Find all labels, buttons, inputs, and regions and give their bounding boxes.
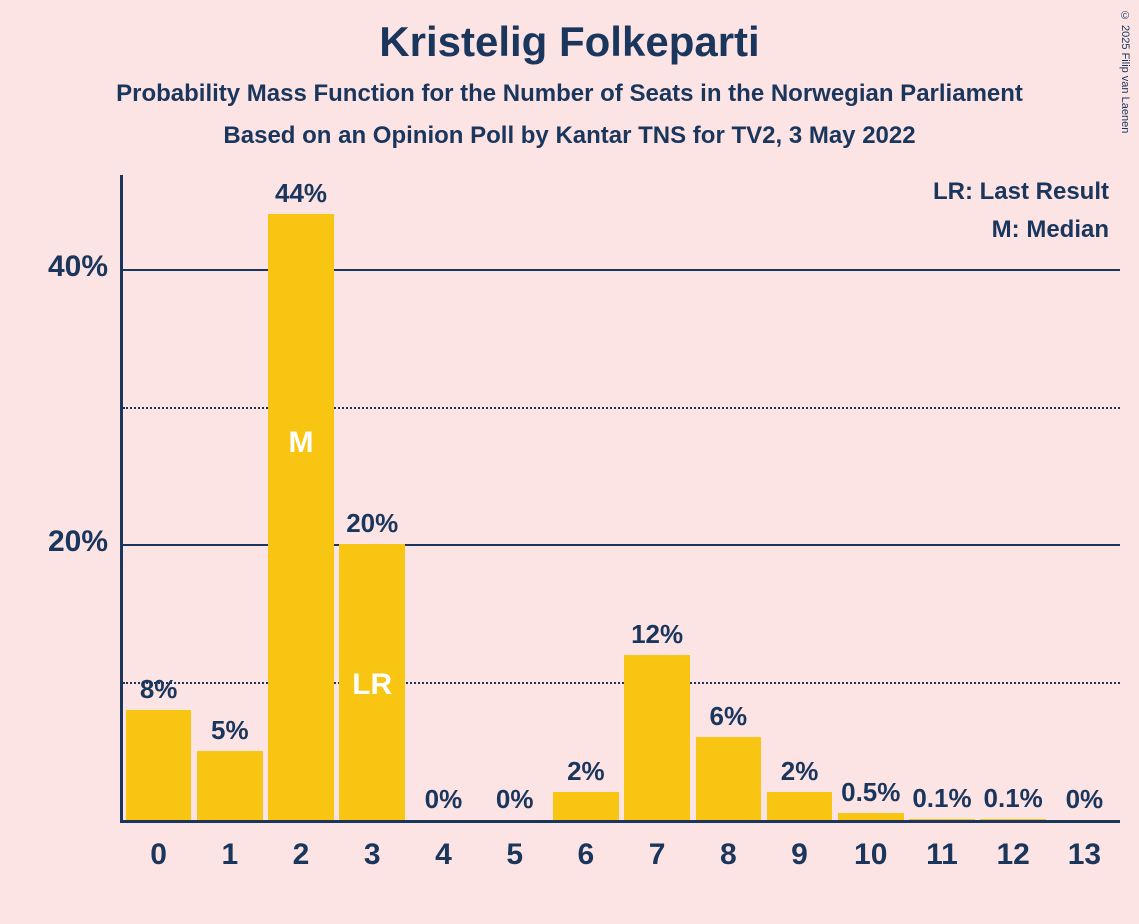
x-tick-label: 13 xyxy=(1049,838,1120,872)
chart-subtitle-1: Probability Mass Function for the Number… xyxy=(0,80,1139,108)
x-tick-label: 11 xyxy=(906,838,977,872)
last-result-marker: LR xyxy=(339,668,405,702)
x-tick-label: 2 xyxy=(265,838,336,872)
x-tick-label: 10 xyxy=(835,838,906,872)
median-marker: M xyxy=(268,426,334,460)
bar-value-label: 12% xyxy=(612,619,703,650)
x-tick-label: 7 xyxy=(622,838,693,872)
bar xyxy=(767,792,833,820)
bar xyxy=(126,710,192,820)
y-axis xyxy=(120,175,123,820)
bar-value-label: 8% xyxy=(113,674,204,705)
x-tick-label: 1 xyxy=(194,838,265,872)
x-tick-label: 4 xyxy=(408,838,479,872)
bar xyxy=(909,819,975,820)
x-axis xyxy=(120,820,1120,823)
bar-value-label: 6% xyxy=(683,701,774,732)
y-tick-label: 40% xyxy=(28,250,108,284)
x-tick-label: 3 xyxy=(337,838,408,872)
bar-value-label: 0% xyxy=(469,784,560,815)
x-tick-label: 9 xyxy=(764,838,835,872)
bar xyxy=(197,751,263,820)
chart-title: Kristelig Folkeparti xyxy=(0,18,1139,66)
bar-value-label: 0% xyxy=(1039,784,1130,815)
bar xyxy=(696,737,762,820)
x-tick-label: 0 xyxy=(123,838,194,872)
x-tick-label: 6 xyxy=(550,838,621,872)
x-tick-label: 5 xyxy=(479,838,550,872)
bar xyxy=(980,819,1046,820)
chart-plot-area: 20%40%8%05%144%2M20%3LR0%40%52%612%76%82… xyxy=(120,200,1120,820)
copyright-text: © 2025 Filip van Laenen xyxy=(1119,10,1131,133)
x-tick-label: 12 xyxy=(978,838,1049,872)
chart-subtitle-2: Based on an Opinion Poll by Kantar TNS f… xyxy=(0,122,1139,150)
bar xyxy=(268,214,334,820)
bar xyxy=(838,813,904,820)
bar xyxy=(553,792,619,820)
bar xyxy=(624,655,690,820)
y-tick-label: 20% xyxy=(28,525,108,559)
bar-value-label: 5% xyxy=(184,715,275,746)
legend-m: M: Median xyxy=(992,216,1109,244)
bar-value-label: 44% xyxy=(255,178,346,209)
x-tick-label: 8 xyxy=(693,838,764,872)
bar-value-label: 20% xyxy=(327,508,418,539)
bar-value-label: 2% xyxy=(540,756,631,787)
legend-lr: LR: Last Result xyxy=(933,178,1109,206)
